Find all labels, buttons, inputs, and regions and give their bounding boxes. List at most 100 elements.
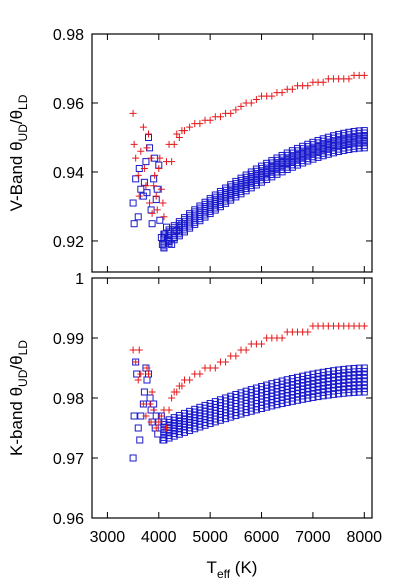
square-point <box>129 199 137 207</box>
y-axis-label-part: K-band θ <box>7 387 26 456</box>
plus-point <box>134 171 142 179</box>
square-point <box>142 158 150 166</box>
plus-point <box>186 123 194 131</box>
square-point <box>154 430 162 438</box>
plus-point <box>157 185 165 193</box>
square-point <box>268 380 276 388</box>
x-tick-label: 7000 <box>295 529 331 546</box>
y-axis-label-subscript: LD <box>16 94 30 110</box>
square-point <box>160 230 168 238</box>
square-point <box>136 436 144 444</box>
square-point <box>156 216 164 224</box>
plus-point <box>178 382 186 390</box>
square-point <box>186 407 194 415</box>
plus-point <box>130 140 138 148</box>
square-point <box>340 129 348 137</box>
y-tick-label: 0.98 <box>53 27 84 44</box>
plus-point <box>143 364 151 372</box>
square-point <box>237 389 245 397</box>
square-point <box>147 206 155 214</box>
x-axis-label-part: (K) <box>230 558 257 577</box>
square-point <box>309 370 317 378</box>
square-point <box>283 149 291 157</box>
square-point <box>350 127 358 135</box>
plus-point <box>247 99 255 107</box>
data-marks <box>129 322 368 462</box>
y-tick-label: 0.92 <box>53 234 84 251</box>
square-point <box>196 403 204 411</box>
plus-point <box>180 127 188 135</box>
y-tick-label: 0.98 <box>53 391 84 408</box>
plus-point <box>232 352 240 360</box>
plus-point <box>168 158 176 166</box>
square-point <box>294 373 302 381</box>
square-point <box>175 218 183 226</box>
plus-point <box>146 400 154 408</box>
square-point <box>258 383 266 391</box>
square-point <box>242 387 250 395</box>
y-axis-label-subscript: LD <box>16 340 30 356</box>
square-point <box>150 175 158 183</box>
plus-point <box>143 144 151 152</box>
square-point <box>165 226 173 234</box>
plus-point <box>252 96 260 104</box>
y-axis-label: K-band θUD/θLD <box>7 340 30 456</box>
plus-point <box>148 388 156 396</box>
square-point <box>201 401 209 409</box>
y-tick-label: 0.94 <box>53 165 84 182</box>
square-point <box>170 222 178 230</box>
plus-point <box>156 154 164 162</box>
square-point <box>360 127 368 135</box>
y-axis-label: V-Band θUD/θLD <box>7 94 30 211</box>
square-point <box>360 364 368 372</box>
plus-point <box>278 89 286 97</box>
plus-point <box>196 120 204 128</box>
y-tick-label: 0.99 <box>53 331 84 348</box>
plus-point <box>132 358 140 366</box>
x-tick-label: 5000 <box>192 529 228 546</box>
square-point <box>130 220 138 228</box>
square-point <box>247 386 255 394</box>
plus-point <box>222 358 230 366</box>
plus-point <box>139 400 147 408</box>
plus-point <box>140 165 148 173</box>
square-point <box>140 178 148 186</box>
square-point <box>278 377 286 385</box>
plus-point <box>227 109 235 117</box>
plus-point <box>139 123 147 131</box>
y-tick-label: 1 <box>75 271 84 288</box>
plus-point <box>211 364 219 372</box>
square-point <box>216 396 224 404</box>
plus-point <box>186 376 194 384</box>
plus-point <box>151 171 159 179</box>
square-point <box>299 372 307 380</box>
plus-point <box>147 154 155 162</box>
panel-2: 0.96 0.97 0.98 0.99 1 3000 4000 5000 6000 7000 800… <box>7 271 382 581</box>
plus-point <box>148 209 156 217</box>
x-tick-label: 3000 <box>90 529 126 546</box>
plus-point <box>129 346 137 354</box>
plus-point <box>360 322 368 330</box>
square-point <box>227 392 235 400</box>
x-tick-label: 4000 <box>141 529 177 546</box>
square-point <box>222 394 230 402</box>
plus-point <box>147 418 155 426</box>
square-point <box>191 405 199 413</box>
square-point <box>134 424 142 432</box>
square-point <box>143 376 151 384</box>
y-tick-label: 0.96 <box>53 96 84 113</box>
plus-point <box>129 109 137 117</box>
square-point <box>335 130 343 138</box>
plus-point <box>242 346 250 354</box>
plus-point <box>345 75 353 83</box>
x-axis-label-part: T <box>207 558 217 577</box>
x-axis-label: Teff (K) <box>207 558 258 581</box>
square-point <box>278 151 286 159</box>
plus-point <box>237 102 245 110</box>
square-point <box>355 127 363 135</box>
plus-point <box>175 133 183 141</box>
y-axis-label-part: /θ <box>7 355 26 369</box>
plus-point <box>319 78 327 86</box>
plus-point <box>360 71 368 79</box>
